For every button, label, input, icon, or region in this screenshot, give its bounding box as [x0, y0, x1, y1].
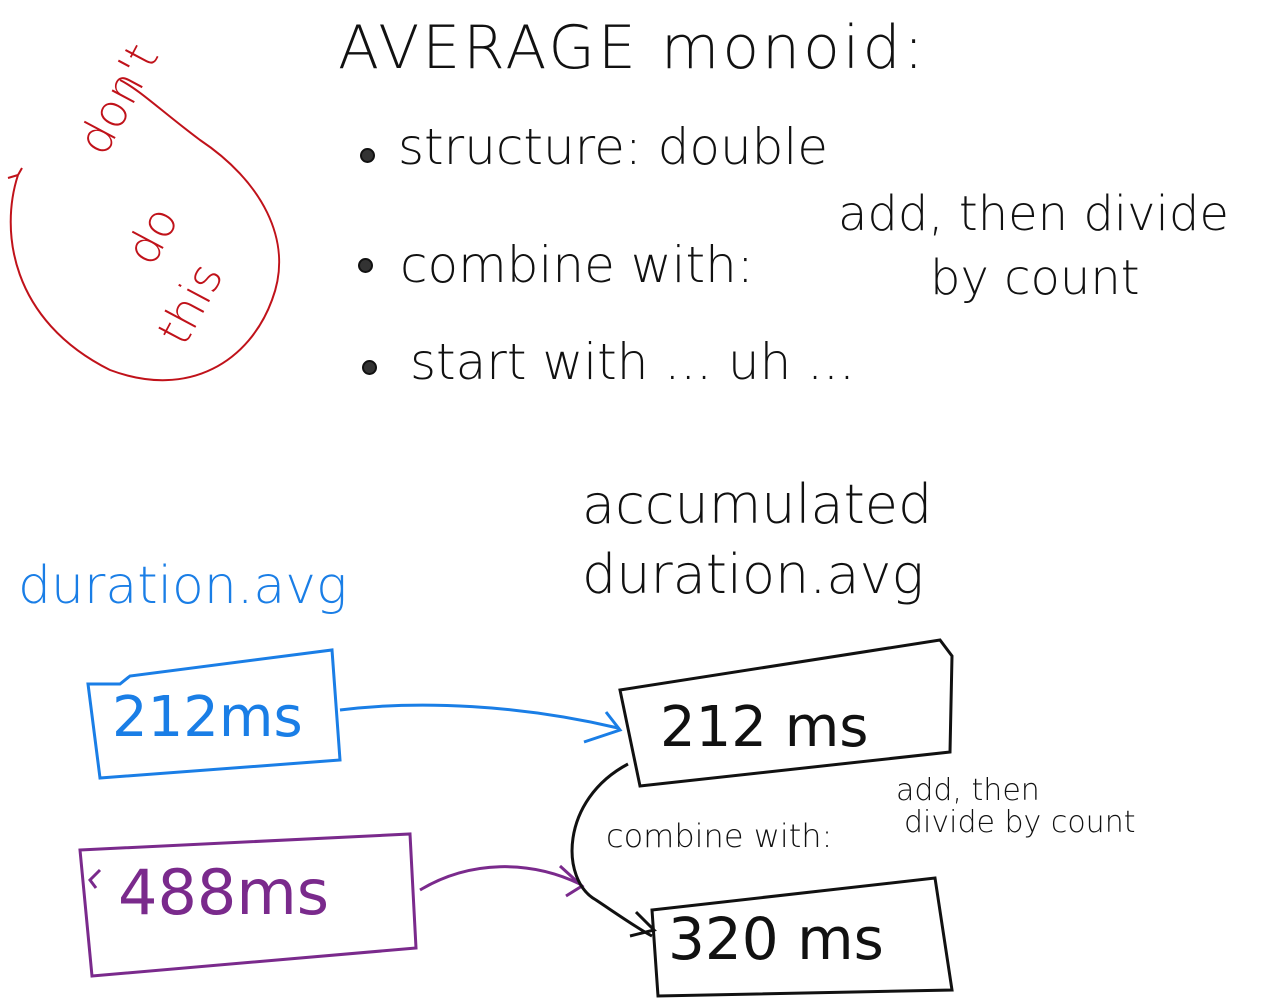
bullet-combine: combine with:: [400, 236, 754, 294]
bullet-combine-rule-line2: by count: [930, 250, 1140, 306]
input-box-2: [78, 832, 418, 978]
input-value-2: 488ms: [118, 856, 330, 929]
arrow-input-1: [339, 703, 619, 730]
combine-label: combine with:: [606, 817, 833, 855]
input-value-1: 212ms: [112, 685, 303, 750]
accumulated-label-line2: duration.avg: [582, 543, 924, 606]
warning-bracket: [9, 79, 281, 382]
page-title: AVERAGE monoid:: [338, 13, 927, 83]
warning-bracket-tick: [7, 167, 23, 179]
combine-arrow-head: [629, 910, 657, 938]
bullet-combine-rule-line1: add, then divide: [838, 186, 1229, 242]
combine-rule-line2: divide by count: [904, 805, 1136, 840]
accumulated-box-1: [618, 638, 954, 788]
bullet-dot-combine: [358, 258, 373, 273]
accumulated-box-2: [650, 876, 954, 998]
accumulated-value-1: 212 ms: [660, 695, 869, 760]
bullet-dot-start: [362, 360, 377, 375]
arrow-input-2: [419, 865, 581, 892]
input-box-1: [86, 648, 342, 780]
combine-rule-line1: add, then: [896, 773, 1040, 808]
input-label: duration.avg: [18, 556, 348, 616]
accumulated-value-2: 320 ms: [668, 905, 884, 973]
accumulated-label-line1: accumulated: [582, 473, 933, 536]
bullet-dot-structure: [360, 148, 375, 163]
input-box-2-hook: [88, 868, 102, 889]
bullet-structure: structure: double: [398, 118, 829, 176]
combine-arrow: [570, 762, 653, 938]
bullet-start: start with ... uh ...: [410, 333, 855, 391]
arrow-input-1-head: [583, 711, 623, 744]
